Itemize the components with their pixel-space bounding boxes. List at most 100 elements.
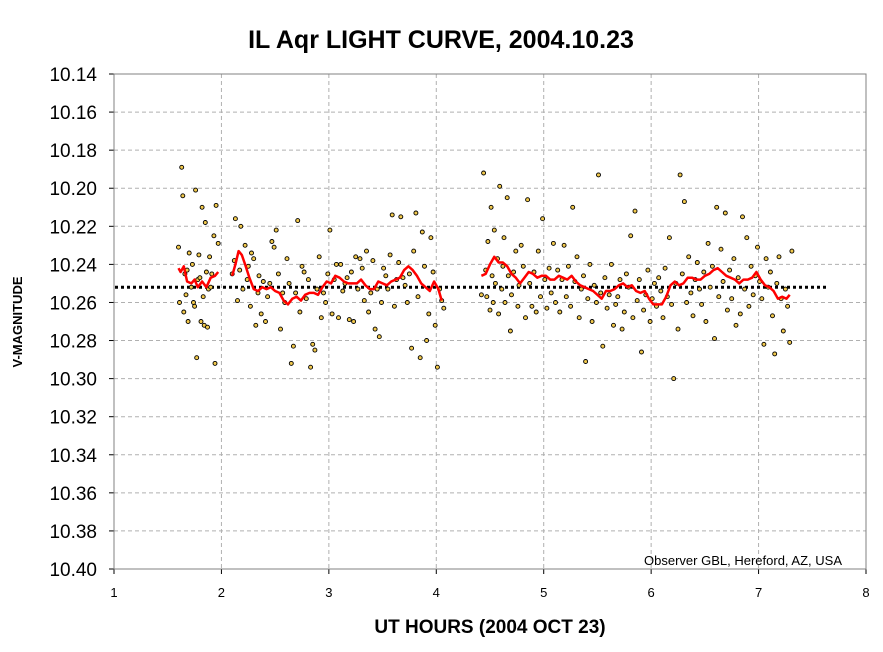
data-point: [288, 360, 294, 366]
y-tick-label: 10.34: [49, 446, 97, 467]
y-tick-label: 10.14: [49, 65, 97, 86]
data-point: [666, 235, 672, 241]
data-point: [656, 275, 662, 281]
data-point: [507, 328, 513, 334]
plot-area: 10.14 10.16 10.18 10.20 10.22 10.24 10.26 10.28…: [49, 65, 869, 600]
data-point: [321, 290, 326, 296]
data-point: [198, 319, 204, 324]
data-point: [327, 227, 333, 233]
plot-border: [113, 73, 867, 570]
data-point: [387, 252, 393, 258]
x-tick-label: 8: [862, 585, 869, 600]
data-point: [776, 254, 782, 260]
data-point: [293, 290, 299, 296]
data-point: [662, 265, 668, 271]
data-point: [641, 307, 647, 313]
data-point: [600, 343, 606, 349]
data-point: [533, 309, 539, 315]
data-point: [565, 263, 571, 269]
data-point: [660, 315, 666, 321]
data-point: [179, 164, 185, 170]
y-tick-label: 10.38: [49, 522, 97, 543]
data-point: [428, 235, 434, 241]
data-point: [336, 315, 341, 321]
data-point: [308, 364, 314, 370]
data-point: [707, 284, 713, 290]
running-mean-line: [230, 249, 443, 306]
data-point: [379, 300, 384, 305]
data-point: [297, 309, 303, 315]
data-point: [619, 326, 625, 332]
data-point: [385, 286, 391, 292]
data-point: [389, 212, 395, 218]
data-point: [202, 220, 208, 225]
data-point: [763, 256, 769, 262]
data-point: [602, 275, 608, 281]
data-point: [249, 250, 254, 256]
data-point: [189, 261, 195, 267]
y-tick-label: 10.20: [49, 179, 97, 200]
data-point: [346, 317, 352, 323]
data-point: [724, 307, 730, 313]
data-point: [583, 359, 589, 364]
data-point: [415, 294, 421, 300]
data-point: [770, 313, 775, 319]
data-point: [485, 239, 491, 244]
data-point: [740, 214, 745, 220]
data-point: [278, 326, 283, 332]
data-point: [422, 263, 427, 269]
data-point: [286, 280, 292, 286]
chart-title: IL Aqr LIGHT CURVE, 2004.10.23: [248, 26, 634, 54]
data-point: [205, 324, 210, 330]
data-point: [570, 204, 576, 210]
data-point: [561, 242, 567, 248]
data-point: [789, 248, 795, 254]
data-point: [194, 355, 200, 361]
data-point: [504, 195, 510, 201]
data-point: [699, 301, 705, 307]
data-point: [718, 246, 724, 252]
data-point: [589, 319, 595, 324]
data-point: [591, 282, 597, 288]
data-point: [785, 303, 791, 309]
data-point: [441, 305, 447, 311]
data-point: [351, 319, 357, 324]
data-point: [434, 364, 440, 370]
data-point: [238, 223, 244, 229]
data-point: [299, 263, 305, 269]
data-point: [316, 254, 322, 260]
x-axis-title: UT HOURS (2004 OCT 23): [374, 617, 605, 638]
data-point: [344, 275, 350, 281]
data-point: [703, 319, 709, 324]
data-point: [548, 290, 554, 296]
data-point: [555, 267, 561, 273]
data-point: [213, 202, 219, 208]
data-point: [413, 210, 419, 216]
data-point: [720, 279, 726, 284]
data-point: [290, 343, 296, 349]
data-point: [630, 315, 636, 321]
data-point: [540, 216, 546, 222]
data-point: [576, 315, 582, 321]
data-point: [353, 254, 359, 260]
data-point: [196, 252, 202, 258]
data-point: [623, 271, 629, 277]
data-point: [359, 265, 365, 271]
data-point: [355, 286, 361, 292]
data-point: [520, 263, 526, 269]
data-point: [419, 229, 425, 235]
data-point: [596, 172, 601, 178]
data-point: [544, 305, 550, 311]
data-point: [271, 244, 277, 250]
data-point: [716, 294, 722, 300]
data-point: [323, 300, 329, 305]
data-point: [406, 271, 412, 277]
data-point: [275, 271, 281, 277]
y-tick-label: 10.26: [49, 293, 97, 314]
data-point: [183, 292, 189, 298]
data-point: [647, 319, 653, 324]
data-point: [186, 250, 192, 256]
data-point: [675, 326, 681, 332]
data-point: [780, 328, 786, 334]
data-point: [381, 265, 387, 271]
